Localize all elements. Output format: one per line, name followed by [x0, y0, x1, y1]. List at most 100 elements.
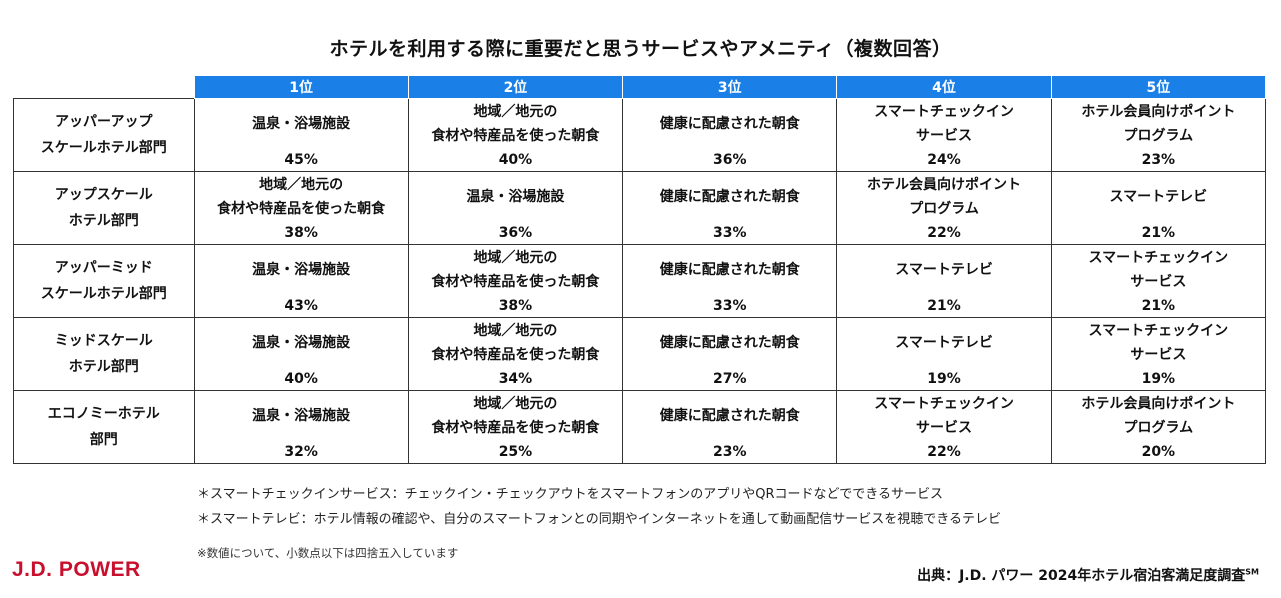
cell-item-line: スマートテレビ	[895, 335, 993, 351]
cell-item-line: 温泉・浴場施設	[252, 116, 351, 132]
row-label-line: ミッドスケール	[54, 333, 153, 349]
cell-item: 地域／地元の 食材や特産品を使った朝食	[409, 318, 622, 368]
table-cell: 地域／地元の 食材や特産品を使った朝食 25%	[407, 390, 624, 464]
cell-item: 地域／地元の 食材や特産品を使った朝食	[409, 245, 622, 295]
cell-item-line: 温泉・浴場施設	[252, 408, 351, 424]
table-cell: 健康に配慮された朝食 33%	[622, 244, 838, 318]
row-label-line: スケールホテル部門	[40, 286, 167, 302]
cell-percentage: 34%	[498, 371, 533, 387]
cell-item-line: 温泉・浴場施設	[252, 335, 351, 351]
cell-item-line: 健康に配慮された朝食	[659, 116, 800, 132]
table-cell: 健康に配慮された朝食 23%	[622, 390, 838, 464]
cell-item: スマートチェックイン サービス	[1052, 318, 1265, 368]
cell-item: 健康に配慮された朝食	[623, 172, 836, 222]
source-text: 出典：J.D. パワー 2024年ホテル宿泊客満足度調査	[917, 568, 1246, 584]
table-cell: ホテル会員向けポイント プログラム 20%	[1050, 390, 1267, 464]
cell-item: スマートチェックイン サービス	[837, 99, 1050, 149]
cell-item: ホテル会員向けポイント プログラム	[837, 172, 1050, 222]
cell-percentage: 22%	[927, 225, 961, 241]
cell-percentage: 43%	[284, 298, 318, 314]
row-label-line: アップスケール	[54, 187, 153, 203]
cell-item-line: スマートチェックイン	[874, 396, 1014, 412]
cell-item-line: 地域／地元の	[473, 104, 558, 120]
table-body: アッパーアップ スケールホテル部門 温泉・浴場施設 45% 地域／地元の 食材や特産品を使…	[13, 98, 1267, 464]
table-cell: 温泉・浴場施設 43%	[193, 244, 409, 318]
cell-percentage: 27%	[712, 371, 747, 387]
row-label: エコノミーホテル 部門	[13, 390, 195, 464]
table-cell: スマートチェックイン サービス 19%	[1050, 317, 1267, 391]
cell-percentage: 21%	[1141, 298, 1176, 314]
cell-item-line: 地域／地元の	[473, 323, 558, 339]
header-row: 1位 2位 3位 4位 5位	[13, 75, 1267, 99]
table-cell: スマートテレビ 21%	[1050, 171, 1267, 245]
cell-item-line: 食材や特産品を使った朝食	[431, 274, 600, 290]
cell-percentage: 38%	[498, 298, 533, 314]
row-label: アッパーアップ スケールホテル部門	[13, 98, 195, 172]
row-label-line: ホテル部門	[68, 213, 139, 229]
cell-item-line: スマートチェックイン	[874, 104, 1014, 120]
table-cell: 地域／地元の 食材や特産品を使った朝食 38%	[193, 171, 409, 245]
cell-percentage: 40%	[284, 371, 318, 387]
cell-item-line: 食材や特産品を使った朝食	[431, 128, 600, 144]
cell-item-line: 地域／地元の	[473, 396, 558, 412]
row-label-line: ホテル部門	[68, 359, 139, 375]
cell-item-line: 地域／地元の	[259, 177, 344, 193]
cell-percentage: 36%	[712, 152, 747, 168]
cell-item: 温泉・浴場施設	[195, 99, 408, 149]
table-cell: スマートテレビ 19%	[836, 317, 1052, 391]
cell-percentage: 36%	[498, 225, 533, 241]
rank-header-2: 2位	[407, 75, 624, 99]
cell-item-line: スマートチェックイン	[1088, 323, 1229, 339]
cell-item: 健康に配慮された朝食	[623, 318, 836, 368]
ranking-table: 1位 2位 3位 4位 5位 アッパーアップ スケールホテル部門 温泉・浴場施設 45% 地域／…	[13, 75, 1267, 464]
cell-item: スマートチェックイン サービス	[837, 391, 1050, 441]
cell-item-line: 健康に配慮された朝食	[659, 189, 800, 205]
cell-item-line: サービス	[916, 420, 973, 436]
cell-item: 温泉・浴場施設	[195, 318, 408, 368]
row-label-line: スケールホテル部門	[40, 140, 167, 156]
table-cell: 健康に配慮された朝食 36%	[622, 98, 838, 172]
table-cell: 地域／地元の 食材や特産品を使った朝食 34%	[407, 317, 624, 391]
table-cell: 健康に配慮された朝食 27%	[622, 317, 838, 391]
cell-percentage: 22%	[927, 444, 961, 460]
cell-item: 温泉・浴場施設	[195, 245, 408, 295]
cell-percentage: 21%	[927, 298, 961, 314]
row-label-line: アッパーアップ	[55, 114, 153, 130]
cell-item-line: プログラム	[909, 201, 979, 217]
table-cell: 地域／地元の 食材や特産品を使った朝食 40%	[407, 98, 624, 172]
rounding-note: ※数値について、小数点以下は四捨五入しています	[197, 546, 459, 560]
row-label-line: 部門	[89, 432, 118, 448]
table-cell: ホテル会員向けポイント プログラム 22%	[836, 171, 1052, 245]
cell-item-line: 食材や特産品を使った朝食	[217, 201, 386, 217]
chart-title: ホテルを利用する際に重要だと思うサービスやアメニティ（複数回答）	[329, 38, 952, 60]
cell-percentage: 19%	[1141, 371, 1176, 387]
cell-item: 健康に配慮された朝食	[623, 245, 836, 295]
cell-item: ホテル会員向けポイント プログラム	[1052, 391, 1265, 441]
rank-header-1: 1位	[193, 75, 409, 99]
table-cell: 温泉・浴場施設 32%	[193, 390, 409, 464]
footnote-smart-checkin: ＊スマートチェックインサービス：チェックイン・チェックアウトをスマートフォンのア…	[197, 487, 943, 502]
cell-item-line: ホテル会員向けポイント	[1081, 104, 1236, 120]
table-row: ミッドスケール ホテル部門 温泉・浴場施設 40% 地域／地元の 食材や特産品を使った朝食…	[13, 317, 1267, 391]
cell-item-line: プログラム	[1123, 420, 1194, 436]
table-cell: 温泉・浴場施設 36%	[407, 171, 624, 245]
row-label-line: エコノミーホテル	[47, 406, 160, 422]
cell-percentage: 33%	[712, 225, 747, 241]
corner-cell	[13, 75, 194, 99]
cell-item-line: 食材や特産品を使った朝食	[431, 420, 600, 436]
cell-item-line: 健康に配慮された朝食	[659, 262, 800, 278]
cell-item-line: サービス	[1130, 274, 1187, 290]
cell-item: 地域／地元の食材や特産品を使った朝食	[409, 391, 622, 441]
cell-item-line: 温泉・浴場施設	[466, 189, 565, 205]
row-label-line: アッパーミッド	[54, 260, 153, 276]
cell-percentage: 23%	[712, 444, 747, 460]
cell-item: ホテル会員向けポイント プログラム	[1052, 99, 1265, 149]
cell-item-line: 健康に配慮された朝食	[659, 335, 800, 351]
cell-percentage: 45%	[284, 152, 318, 168]
table-cell: スマートチェックイン サービス 21%	[1050, 244, 1267, 318]
cell-item: スマートテレビ	[837, 318, 1050, 368]
row-label: アップスケール ホテル部門	[13, 171, 195, 245]
cell-percentage: 19%	[927, 371, 961, 387]
cell-percentage: 33%	[712, 298, 747, 314]
cell-item: 温泉・浴場施設	[195, 391, 408, 441]
